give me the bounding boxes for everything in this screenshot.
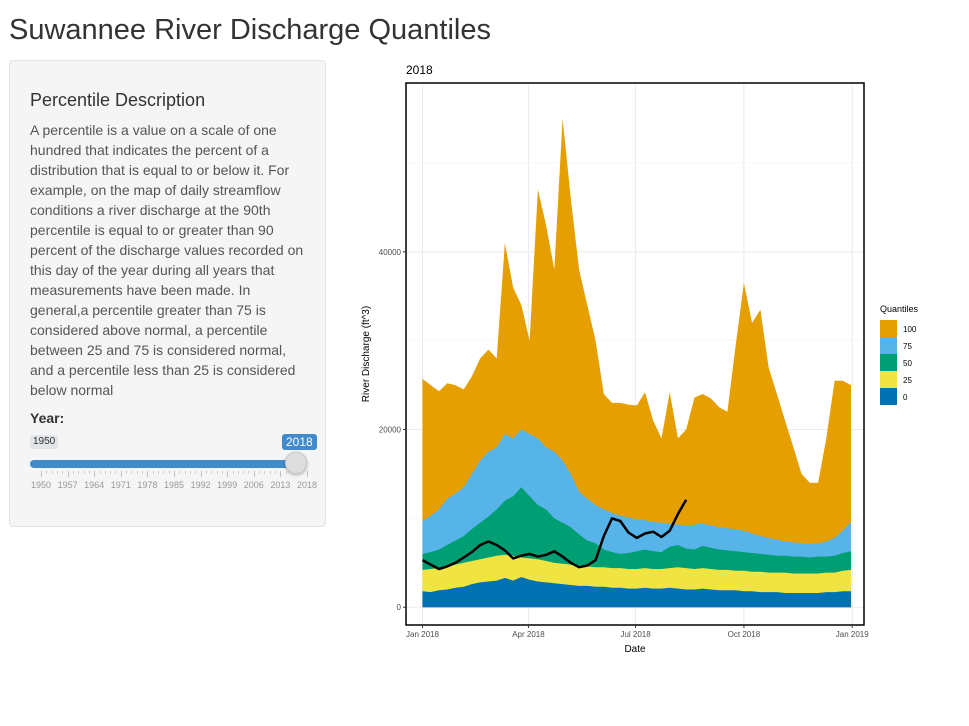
slider-minor-tick xyxy=(205,471,207,474)
slider-track[interactable] xyxy=(30,460,298,468)
x-tick-label: Apr 2018 xyxy=(512,630,545,639)
legend-key-75 xyxy=(880,337,897,354)
slider-tick xyxy=(200,471,202,477)
slider-tick-label: 2006 xyxy=(243,480,264,490)
slider-handle[interactable] xyxy=(285,452,307,474)
slider-tick xyxy=(147,471,149,477)
legend-title: Quantiles xyxy=(880,304,919,314)
slider-tick xyxy=(94,471,96,477)
slider-minor-tick xyxy=(168,471,170,474)
plot-border xyxy=(405,82,865,626)
y-tick-label: 20000 xyxy=(379,426,402,435)
legend-key-0 xyxy=(880,388,897,405)
slider-minor-tick xyxy=(46,471,48,474)
slider-minor-tick xyxy=(56,471,58,474)
slider-minor-tick xyxy=(83,471,85,474)
x-tick-label: Oct 2018 xyxy=(728,630,761,639)
x-tick-label: Jul 2018 xyxy=(620,630,651,639)
slider-minor-tick xyxy=(264,471,266,474)
x-tick-label: Jan 2018 xyxy=(406,630,439,639)
legend-key-50 xyxy=(880,354,897,371)
slider-minor-tick xyxy=(136,471,138,474)
slider-tick-label: 1957 xyxy=(57,480,78,490)
slider-tick-label: 2018 xyxy=(296,480,318,490)
legend-key-100 xyxy=(880,320,897,337)
slider-minor-tick xyxy=(126,471,128,474)
slider-minor-tick xyxy=(248,471,250,474)
slider-tick-label: 1985 xyxy=(163,480,185,490)
slider-minor-tick xyxy=(179,471,181,474)
slider-tick xyxy=(227,471,229,477)
slider-minor-tick xyxy=(142,471,144,474)
legend-label: 75 xyxy=(903,342,912,351)
slider-minor-tick xyxy=(88,471,90,474)
page-title: Suwannee River Discharge Quantiles xyxy=(9,14,491,46)
slider-minor-tick xyxy=(221,471,223,474)
chart-title: 2018 xyxy=(406,63,433,77)
legend-label: 50 xyxy=(903,359,912,368)
slider-tick-label: 1999 xyxy=(217,480,238,490)
slider-minor-tick xyxy=(131,471,133,474)
y-tick-label: 0 xyxy=(397,603,402,612)
slider-minor-tick xyxy=(163,471,165,474)
slider-minor-tick xyxy=(211,471,213,474)
discharge-chart: 2018 0 20000 40000 Jan 2018 Apr 2018 Jul 2018… xyxy=(361,63,919,655)
year-slider[interactable]: 1950 2018 1950 1957 1964 1971 1978 1985 1992 19… xyxy=(30,433,317,493)
slider-minor-tick xyxy=(189,471,191,474)
legend-label: 0 xyxy=(903,393,908,402)
slider-tick xyxy=(253,471,255,477)
legend-label: 100 xyxy=(903,325,917,334)
slider-minor-tick xyxy=(195,471,197,474)
slider-tick-label: 1971 xyxy=(110,480,131,490)
y-tick-label: 40000 xyxy=(379,248,402,257)
y-axis-label: River Discharge (ft^3) xyxy=(361,306,372,402)
slider-minor-tick xyxy=(243,471,245,474)
slider-minor-tick xyxy=(275,471,277,474)
slider-tick xyxy=(120,471,122,477)
slider-minor-tick xyxy=(78,471,80,474)
percentile-description: A percentile is a value on a scale of on… xyxy=(30,122,304,398)
slider-tick-label: 1964 xyxy=(84,480,105,490)
legend-key-25 xyxy=(880,371,897,388)
slider-tick xyxy=(67,471,69,477)
slider-minor-tick xyxy=(259,471,261,474)
slider-minor-tick xyxy=(301,471,303,474)
sidebar-panel: Percentile Description A percentile is a… xyxy=(9,60,326,527)
legend-label: 25 xyxy=(903,376,912,385)
slider-tick xyxy=(307,471,308,477)
quantile-area-0 xyxy=(422,577,852,608)
slider-minor-tick xyxy=(62,471,64,474)
slider-minor-tick xyxy=(296,471,298,474)
panel-heading: Percentile Description xyxy=(30,90,206,110)
slider-grid: 1950 1957 1964 1971 1978 1985 1992 1999 2006 2013… xyxy=(30,471,317,491)
slider-minor-tick xyxy=(110,471,112,474)
slider-minor-tick xyxy=(184,471,186,474)
slider-minor-tick xyxy=(237,471,239,474)
slider-tick-label: 1992 xyxy=(190,480,211,490)
slider-tick-label: 1978 xyxy=(137,480,158,490)
slider-minor-tick xyxy=(158,471,160,474)
slider-min-label: 1950 xyxy=(30,435,59,449)
slider-minor-tick xyxy=(51,471,53,474)
slider-tick xyxy=(174,471,175,477)
slider-minor-tick xyxy=(216,471,218,474)
slider-tick-label: 2013 xyxy=(270,480,291,490)
slider-minor-tick xyxy=(232,471,234,474)
slider-minor-tick xyxy=(152,471,154,474)
slider-minor-tick xyxy=(291,471,293,474)
slider-tick xyxy=(280,471,282,477)
slider-value-label: 2018 xyxy=(282,434,317,450)
x-tick-label: Jan 2019 xyxy=(836,630,869,639)
slider-minor-tick xyxy=(72,471,74,474)
slider-minor-tick xyxy=(115,471,117,474)
slider-minor-tick xyxy=(269,471,271,474)
observed-discharge-line xyxy=(421,499,688,571)
slider-minor-tick xyxy=(104,471,106,474)
x-axis-label: Date xyxy=(624,644,646,655)
slider-tick xyxy=(41,471,42,477)
slider-minor-tick xyxy=(285,471,287,474)
slider-minor-tick xyxy=(99,471,101,474)
year-slider-label: Year: xyxy=(30,410,65,426)
slider-tick-label: 1950 xyxy=(30,480,52,490)
